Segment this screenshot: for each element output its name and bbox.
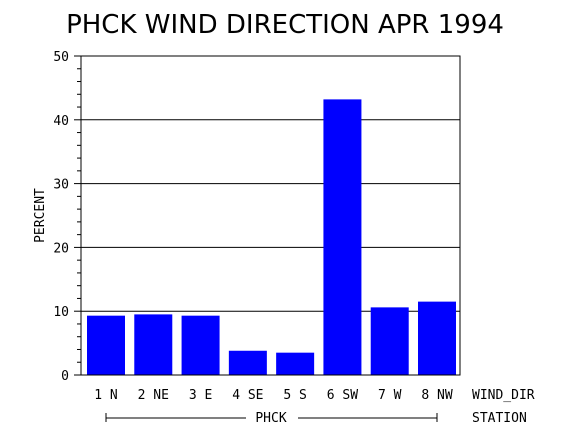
bar: [370, 307, 409, 375]
x-tick-label: 4 SE: [232, 388, 263, 403]
chart-title: PHCK WIND DIRECTION APR 1994: [66, 10, 504, 40]
group-axis-label: STATION: [472, 411, 527, 426]
x-tick-label: 6 SW: [327, 388, 358, 403]
x-tick-label: 1 N: [94, 388, 117, 403]
x-tick-label: 3 E: [189, 388, 212, 403]
bar: [134, 314, 173, 375]
x-tick-label: 5 S: [283, 388, 306, 403]
y-axis-label: PERCENT: [33, 188, 48, 243]
gridlines: [81, 55, 460, 312]
bar: [87, 315, 125, 375]
y-tick-label: 10: [53, 305, 69, 320]
bar: [181, 315, 220, 375]
y-tick-label: 40: [53, 114, 69, 129]
bar: [228, 350, 267, 375]
x-tick-label: 2 NE: [138, 388, 169, 403]
bar: [418, 301, 456, 375]
x-tick-label: 8 NW: [421, 388, 452, 403]
bars: [87, 99, 456, 375]
plot-frame: [80, 55, 461, 376]
group-label: PHCK: [255, 411, 286, 426]
y-tick-label: 20: [53, 241, 69, 256]
y-tick-label: 50: [53, 50, 69, 65]
x-axis-label: WIND_DIR: [472, 388, 535, 403]
bar: [323, 99, 362, 375]
y-tick-label: 30: [53, 178, 69, 193]
x-tick-labels: 1 N 2 NE 3 E 4 SE 5 S 6 SW 7 W 8 NW: [94, 388, 453, 403]
x-tick-label: 7 W: [378, 388, 402, 403]
y-tick-label: 0: [61, 369, 69, 384]
bar: [276, 352, 315, 375]
y-axis: 0 10 20 30 40 50: [53, 50, 81, 384]
